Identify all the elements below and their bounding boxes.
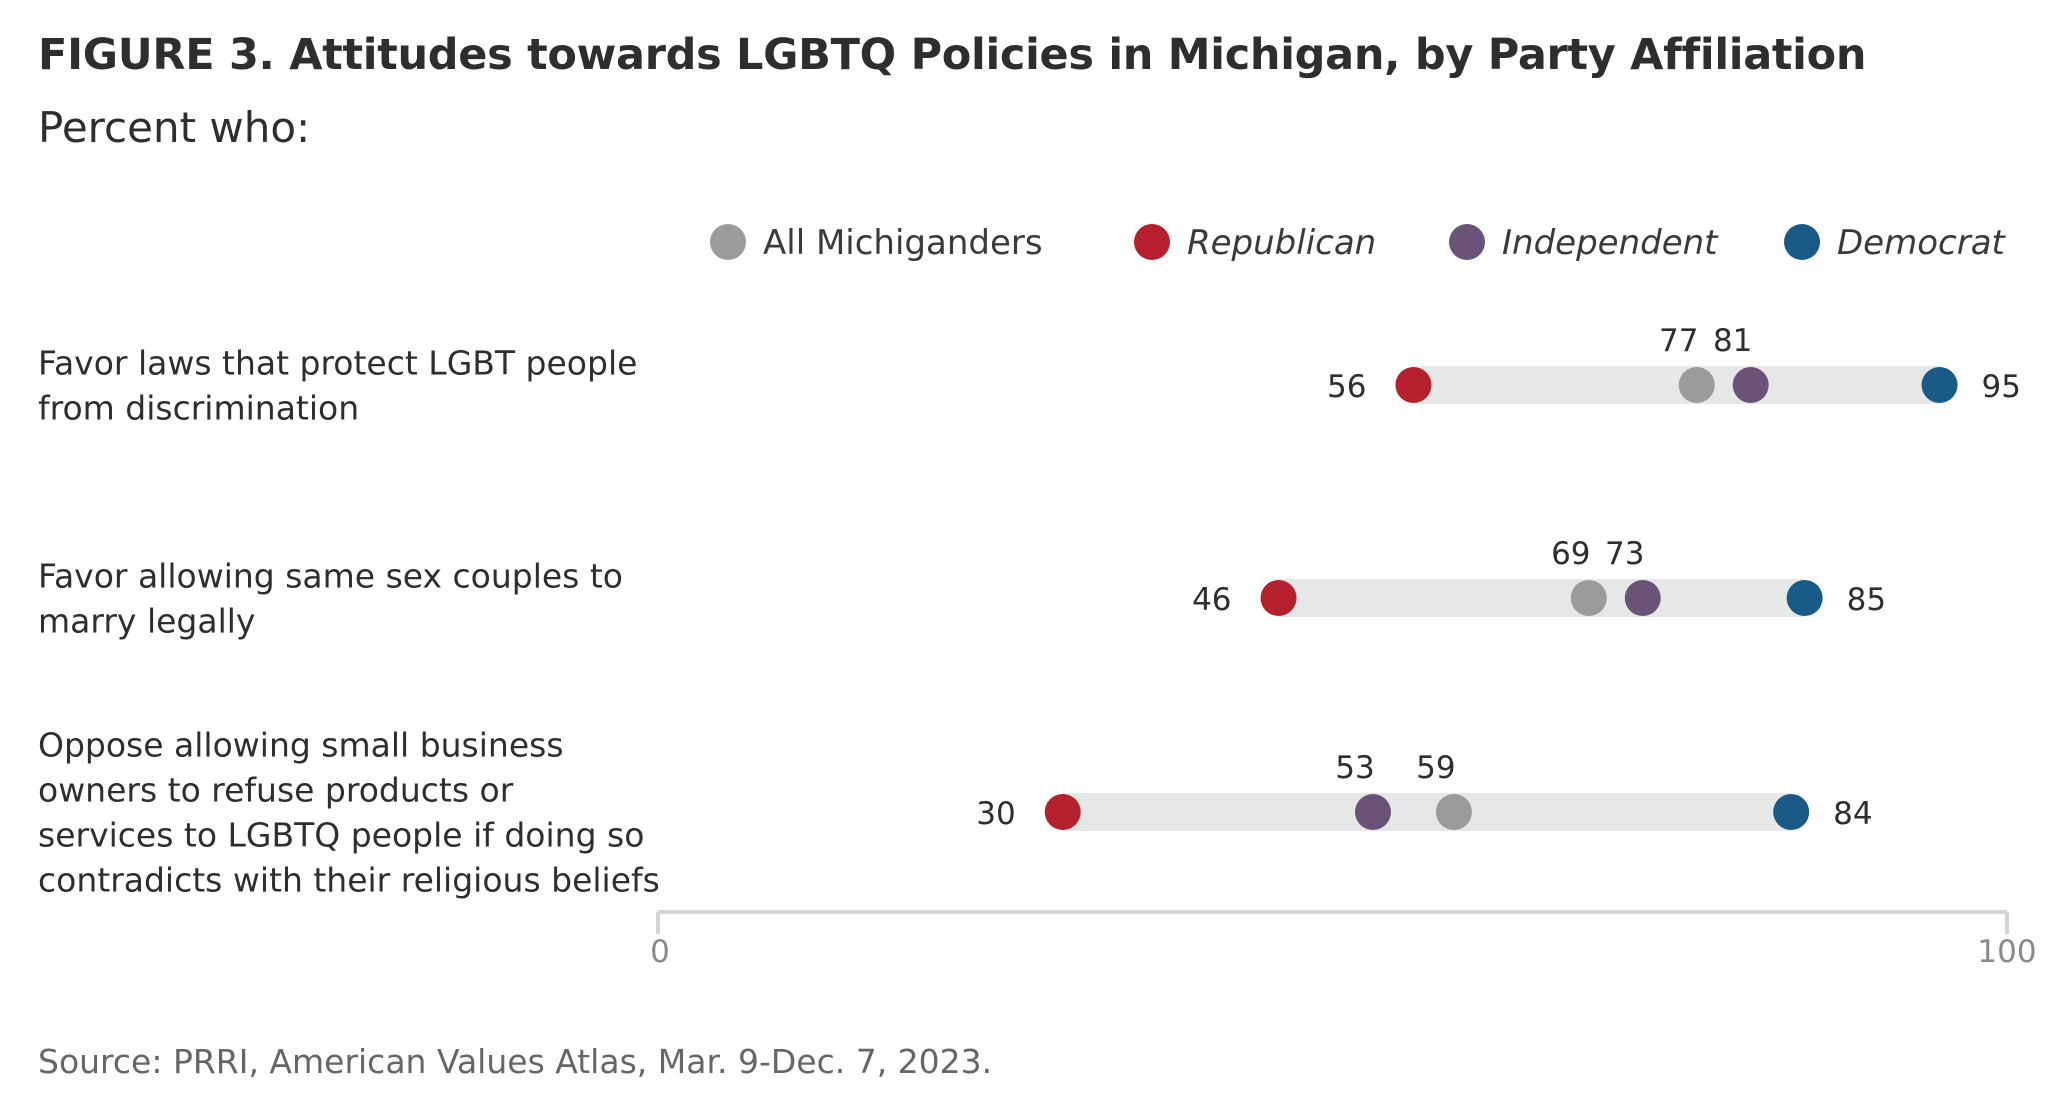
legend-label: Democrat: [1837, 223, 2007, 263]
legend-label: Independent: [1502, 223, 1719, 263]
category-label: owners to refuse products or: [38, 771, 514, 810]
data-point: [1260, 580, 1297, 616]
data-label: 95: [1982, 369, 2021, 405]
data-point: [1773, 794, 1810, 830]
range-bar: [1278, 579, 1805, 617]
source-note: Source: PRRI, American Values Atlas, Mar…: [38, 1042, 993, 1081]
legend-label: Republican: [1187, 223, 1376, 263]
data-label: 84: [1833, 796, 1872, 832]
range-bar: [1062, 793, 1792, 831]
category-label: marry legally: [38, 602, 255, 641]
category-label: Favor allowing same sex couples to: [38, 557, 623, 596]
range-bar: [1413, 366, 1940, 404]
legend-label: All Michiganders: [763, 223, 1043, 263]
data-point: [1435, 794, 1472, 830]
legend-marker: [1134, 224, 1170, 260]
data-point: [1624, 580, 1661, 616]
category-label: Favor laws that protect LGBT people: [38, 344, 637, 383]
category-label: contradicts with their religious beliefs: [38, 861, 660, 900]
data-label: 30: [976, 796, 1015, 832]
data-point: [1732, 367, 1769, 403]
chart-subtitle: Percent who:: [38, 103, 311, 152]
legend-marker: [1784, 224, 1820, 260]
data-label: 77: [1659, 323, 1698, 359]
data-point: [1678, 367, 1715, 403]
data-label: 85: [1847, 582, 1886, 618]
chart-title: FIGURE 3. Attitudes towards LGBTQ Polici…: [38, 30, 1867, 80]
data-label: 73: [1605, 536, 1644, 572]
x-tick-label: 100: [1977, 934, 2036, 970]
category-label: services to LGBTQ people if doing so: [38, 816, 644, 855]
data-label: 69: [1551, 536, 1590, 572]
x-tick-label: 0: [650, 934, 670, 970]
category-label: Oppose allowing small business: [38, 726, 564, 765]
legend-marker: [1449, 224, 1485, 260]
data-point: [1354, 794, 1391, 830]
data-label: 81: [1713, 323, 1752, 359]
legend-marker: [710, 224, 746, 260]
data-label: 53: [1335, 750, 1374, 786]
category-label: from discrimination: [38, 389, 359, 428]
data-label: 46: [1192, 582, 1231, 618]
data-label: 56: [1327, 369, 1366, 405]
data-point: [1570, 580, 1607, 616]
data-point: [1921, 367, 1958, 403]
data-point: [1044, 794, 1081, 830]
data-label: 59: [1416, 750, 1455, 786]
data-point: [1786, 580, 1823, 616]
data-point: [1395, 367, 1432, 403]
